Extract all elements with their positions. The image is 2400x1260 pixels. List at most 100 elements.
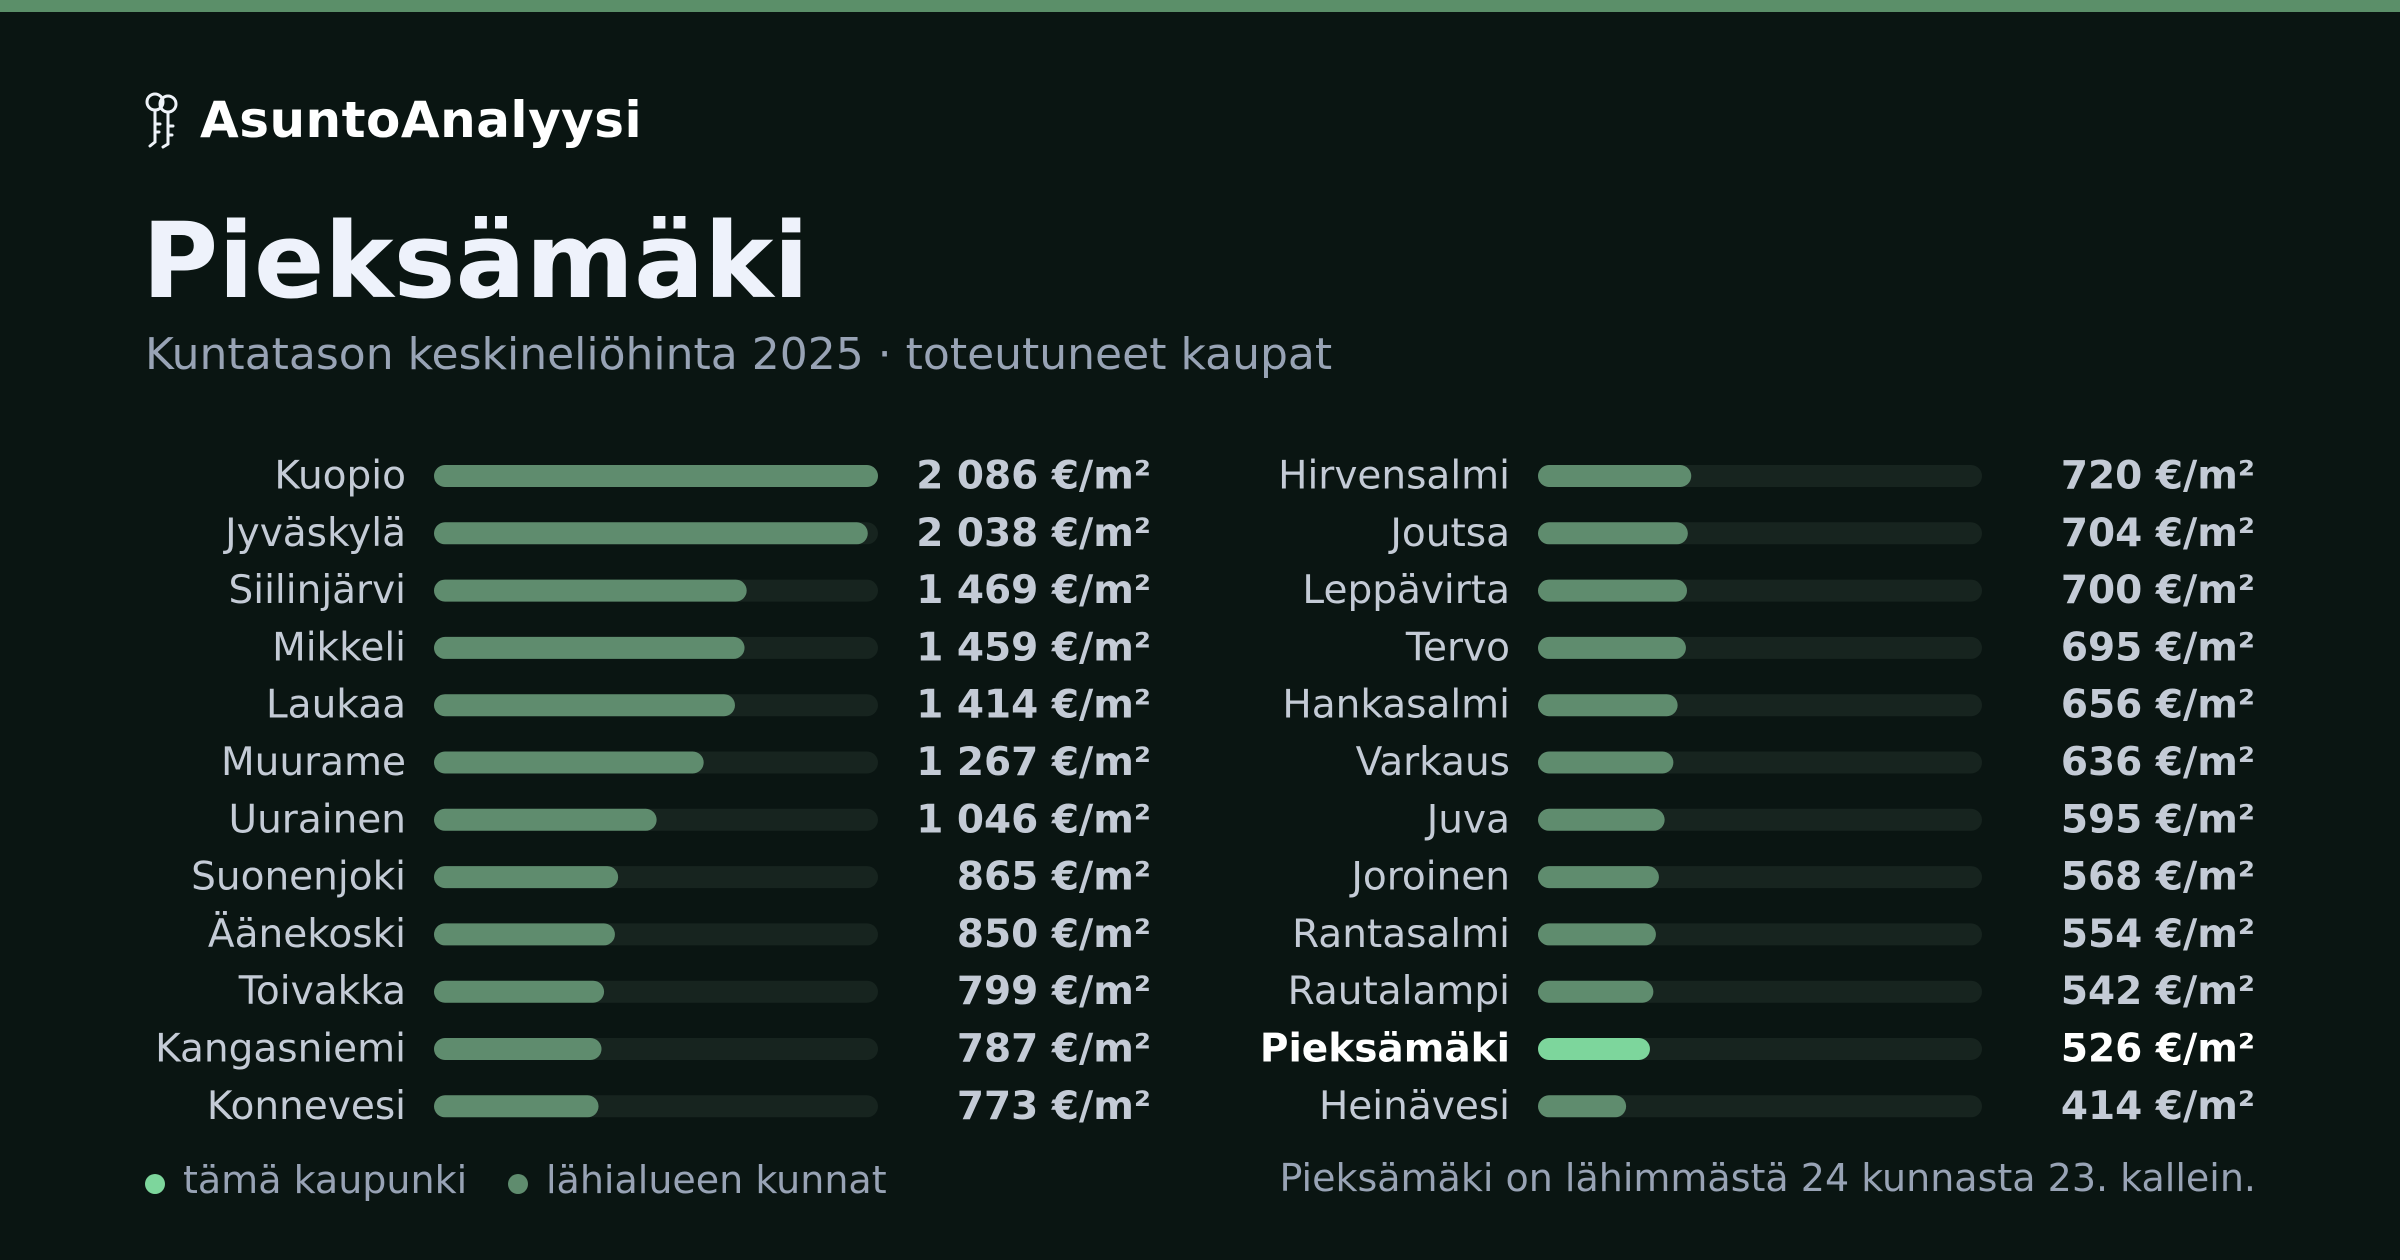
bar [434,579,747,602]
bar [1538,1038,1650,1060]
bar [1538,751,1674,774]
bar-row: Juva 595 €/m² [1424,797,2255,842]
bar-value-label: 773 €/m² [957,1084,1151,1129]
bar-value-label: 850 €/m² [957,912,1151,957]
bar [434,522,868,545]
bar [1538,1095,1627,1118]
top-accent-bar [0,0,2400,12]
bar-row: Varkaus 636 €/m² [1356,740,2255,785]
bar-label: Joroinen [1348,855,1510,900]
bar [1538,808,1665,831]
legend-entry: lähialueen kunnat [508,1158,887,1202]
bar-track [1538,1038,1982,1060]
bar-row: Uurainen 1 046 €/m² [229,797,1151,842]
bar-label: Joutsa [1387,511,1510,556]
bar-row: Jyväskylä 2 038 €/m² [222,511,1151,556]
footer-note: Pieksämäki on lähimmästä 24 kunnasta 23.… [1279,1156,2256,1200]
bar [1538,694,1678,717]
bar [1538,636,1686,659]
bar-label: Laukaa [266,683,406,728]
bar-value-label: 799 €/m² [957,969,1151,1014]
bar-label: Suonenjoki [191,855,406,900]
bar-label: Uurainen [229,797,406,842]
bar-row: Leppävirta 700 €/m² [1302,568,2255,613]
bar-value-label: 414 €/m² [2061,1084,2255,1129]
bar-label: Jyväskylä [222,511,406,556]
bar-value-label: 636 €/m² [2061,740,2255,785]
bar-row: Muurame 1 267 €/m² [221,740,1151,785]
keys-icon [145,92,178,149]
bar [434,808,657,831]
bar-label: Pieksämäki [1260,1027,1510,1072]
bar-value-label: 720 €/m² [2061,454,2255,499]
bar-row: Suonenjoki 865 €/m² [191,855,1151,900]
bar-row: Rautalampi 542 €/m² [1288,969,2255,1014]
legend-swatch [145,1174,165,1194]
bar-row: Hankasalmi 656 €/m² [1282,683,2255,728]
bar-row: Laukaa 1 414 €/m² [266,683,1151,728]
bar-label: Muurame [221,740,406,785]
legend-label: lähialueen kunnat [546,1158,887,1202]
bar-value-label: 2 038 €/m² [916,511,1151,556]
bar-label: Rantasalmi [1292,912,1510,957]
bar-label: Kangasniemi [155,1027,406,1072]
bar-value-label: 787 €/m² [957,1027,1151,1072]
bar-row: Heinävesi 414 €/m² [1319,1084,2255,1129]
bar [434,866,619,889]
bar-label: Hirvensalmi [1278,454,1510,499]
bar-value-label: 865 €/m² [957,855,1151,900]
bar-value-label: 656 €/m² [2061,683,2255,728]
bar [434,465,878,487]
bar-value-label: 700 €/m² [2061,568,2255,613]
bar-value-label: 542 €/m² [2061,969,2255,1014]
bar-row: Konnevesi 773 €/m² [207,1084,1151,1129]
bar-value-label: 704 €/m² [2061,511,2255,556]
bar [1538,980,1654,1003]
bar-value-label: 568 €/m² [2061,855,2255,900]
bar-value-label: 695 €/m² [2061,625,2255,670]
bar [1538,923,1656,946]
bar-row: Kangasniemi 787 €/m² [155,1027,1151,1072]
bar-label: Tervo [1405,625,1510,670]
bar-label: Rautalampi [1288,969,1510,1014]
bar-row: Toivakka 799 €/m² [238,969,1151,1014]
bar-value-label: 554 €/m² [2061,912,2255,957]
bar-value-label: 1 414 €/m² [916,683,1151,728]
bar [434,636,745,659]
bar-label: Mikkeli [272,625,406,670]
bar-value-label: 526 €/m² [2061,1027,2255,1072]
bar-label: Konnevesi [207,1084,406,1129]
bar-label: Hankasalmi [1282,683,1510,728]
bar [434,980,605,1003]
page-subtitle: Kuntatason keskineliöhinta 2025 · toteut… [145,329,1333,380]
bar-row: Pieksämäki 526 €/m² [1260,1027,2255,1072]
bar-row: Rantasalmi 554 €/m² [1292,912,2255,957]
bar-track [1538,1095,1982,1118]
bar-row: Mikkeli 1 459 €/m² [272,625,1151,670]
bar [1538,522,1688,545]
bar-label: Heinävesi [1319,1084,1510,1129]
bar-value-label: 595 €/m² [2061,797,2255,842]
bar-value-label: 1 267 €/m² [916,740,1151,785]
brand: AsuntoAnalyysi [142,88,642,152]
bar-label: Leppävirta [1302,568,1510,613]
bar [434,751,704,774]
legend-entry: tämä kaupunki [145,1158,467,1202]
bar-value-label: 1 046 €/m² [916,797,1151,842]
bar-row: Kuopio 2 086 €/m² [274,454,1151,499]
bar-label: Kuopio [274,454,406,499]
bar [434,1038,602,1060]
bar [1538,465,1692,487]
bar [1538,579,1687,602]
bar-row: Tervo 695 €/m² [1405,625,2255,670]
bar [434,694,735,717]
bar-label: Äänekoski [208,911,406,957]
bars-layer: Kuopio 2 086 €/m² Jyväskylä 2 038 €/m² Siili… [155,454,2255,1129]
bar-row: Joroinen 568 €/m² [1348,855,2255,900]
bar-value-label: 1 459 €/m² [916,625,1151,670]
bar-row: Äänekoski 850 €/m² [208,911,1151,957]
page-title: Pieksämäki [142,200,810,322]
bar-label: Varkaus [1356,740,1510,785]
legend-swatch [508,1174,528,1194]
